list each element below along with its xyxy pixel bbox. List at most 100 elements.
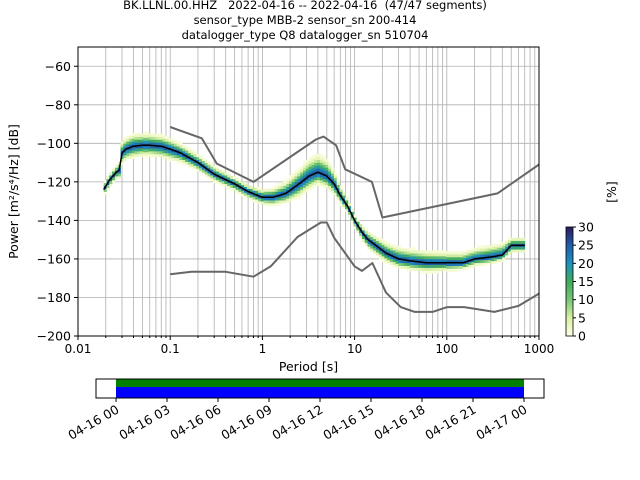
psd-cell — [434, 253, 439, 257]
psd-cell — [252, 193, 256, 197]
psd-cell — [300, 169, 304, 173]
psd-cell — [134, 139, 138, 143]
psd-cell — [280, 182, 284, 187]
psd-cell — [168, 138, 172, 142]
psd-cell — [384, 246, 388, 250]
psd-cell — [426, 256, 430, 260]
psd-cell — [280, 200, 284, 204]
psd-cell — [482, 257, 486, 261]
psd-cell — [423, 253, 427, 257]
psd-cell — [373, 235, 377, 240]
psd-cell — [401, 265, 405, 269]
psd-cell — [126, 141, 130, 145]
psd-cell — [502, 245, 506, 249]
psd-cell — [215, 171, 220, 175]
psd-cell — [409, 256, 413, 260]
psd-cell — [244, 195, 248, 199]
psd-cell — [238, 182, 242, 187]
colorbar-bar — [565, 226, 574, 337]
psd-cell — [224, 180, 228, 185]
psd-cell — [521, 246, 526, 250]
psd-cell — [384, 243, 388, 247]
psd-cell — [325, 181, 329, 186]
psd-cell — [230, 184, 234, 188]
psd-cell — [190, 166, 194, 170]
psd-cell — [420, 256, 425, 260]
psd-cell — [258, 201, 262, 205]
psd-cell — [462, 263, 467, 267]
psd-cell — [398, 251, 402, 255]
psd-cell — [308, 160, 312, 164]
psd-cell — [451, 251, 455, 255]
psd-cell — [142, 146, 147, 150]
psd-cell — [187, 164, 192, 168]
psd-cell — [283, 179, 287, 184]
psd-cell — [482, 251, 486, 255]
psd-cell — [277, 185, 281, 189]
psd-cell — [398, 248, 402, 252]
psd-cell — [300, 166, 304, 170]
psd-cell — [126, 138, 130, 142]
psd-cell — [412, 264, 416, 268]
psd-cell — [350, 208, 354, 213]
psd-cell — [224, 183, 228, 187]
psd-cell — [339, 191, 343, 195]
psd-cell — [443, 258, 447, 263]
psd-cell — [120, 141, 124, 145]
psd-cell — [244, 189, 248, 193]
psd-cell — [325, 161, 329, 165]
psd-cell — [171, 152, 175, 156]
psd-cell — [140, 148, 144, 152]
psd-cell — [207, 170, 211, 174]
psd-cell — [227, 182, 231, 187]
psd-cell — [159, 136, 164, 140]
psd-cell — [302, 176, 307, 180]
psd-cell — [451, 259, 455, 264]
psd-cell — [266, 194, 270, 198]
psd-cell — [218, 170, 222, 174]
psd-cell — [454, 262, 458, 266]
psd-cell — [426, 264, 430, 268]
psd-cell — [440, 267, 444, 271]
psd-cell — [446, 265, 450, 269]
psd-cell — [493, 243, 498, 247]
psd-cell — [232, 184, 237, 188]
psd-cell — [286, 198, 290, 202]
psd-cell — [182, 159, 186, 163]
psd-cell — [280, 197, 284, 201]
psd-cell — [171, 137, 175, 141]
psd-cell — [460, 257, 464, 261]
psd-cell — [418, 261, 422, 266]
psd-cell — [356, 218, 360, 222]
psd-cell — [387, 248, 391, 252]
psd-cell — [291, 173, 295, 177]
psd-cell — [440, 253, 444, 257]
psd-cell — [154, 148, 158, 152]
psd-cell — [185, 158, 189, 162]
psd-cell — [297, 184, 301, 188]
psd-cell — [302, 161, 307, 165]
psd-cell — [294, 187, 298, 191]
psd-cell — [232, 178, 237, 183]
psd-cell — [345, 208, 349, 213]
psd-cell — [291, 193, 295, 197]
psd-cell — [182, 145, 186, 149]
psd-cell — [460, 262, 464, 266]
psd-cell — [328, 171, 332, 175]
psd-cell — [488, 245, 492, 249]
psd-cell — [213, 174, 217, 178]
colorbar: 0 5 10 15 20 25 30 [%] — [565, 181, 619, 344]
psd-cell — [328, 162, 332, 166]
psd-cell — [317, 179, 321, 184]
psd-cell — [215, 179, 220, 184]
psd-cell — [235, 178, 239, 182]
psd-cell — [392, 244, 397, 248]
psd-cell — [437, 267, 441, 271]
psd-cell — [154, 136, 158, 140]
psd-cell — [106, 176, 110, 180]
psd-cell — [448, 259, 453, 264]
y-tick-label: −60 — [45, 59, 71, 74]
psd-cell — [148, 133, 152, 137]
psd-cell — [446, 259, 450, 264]
